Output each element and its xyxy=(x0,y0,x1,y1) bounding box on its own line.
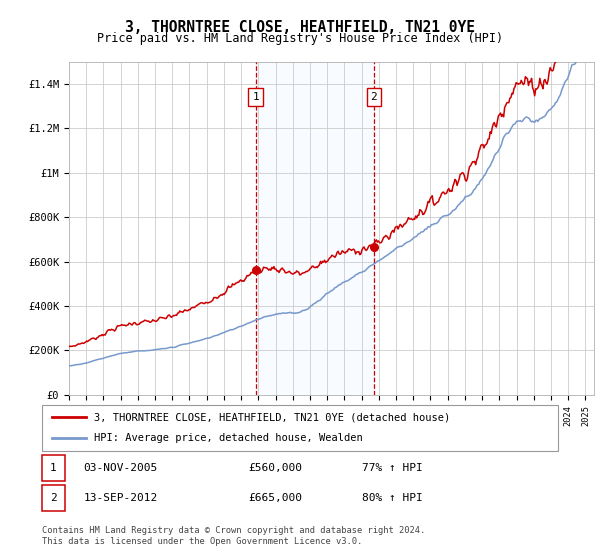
Text: 1: 1 xyxy=(50,463,57,473)
Bar xyxy=(42,486,65,511)
Text: 2: 2 xyxy=(370,92,377,102)
Text: £665,000: £665,000 xyxy=(248,493,302,503)
Text: Contains HM Land Registry data © Crown copyright and database right 2024.
This d: Contains HM Land Registry data © Crown c… xyxy=(42,526,425,546)
Text: HPI: Average price, detached house, Wealden: HPI: Average price, detached house, Weal… xyxy=(94,433,362,444)
Text: 2: 2 xyxy=(50,493,57,503)
Text: £560,000: £560,000 xyxy=(248,463,302,473)
Bar xyxy=(256,62,374,395)
Text: Price paid vs. HM Land Registry's House Price Index (HPI): Price paid vs. HM Land Registry's House … xyxy=(97,32,503,45)
Text: 03-NOV-2005: 03-NOV-2005 xyxy=(83,463,158,473)
Text: 77% ↑ HPI: 77% ↑ HPI xyxy=(362,463,422,473)
Text: 3, THORNTREE CLOSE, HEATHFIELD, TN21 0YE (detached house): 3, THORNTREE CLOSE, HEATHFIELD, TN21 0YE… xyxy=(94,412,450,422)
Bar xyxy=(42,455,65,480)
Text: 13-SEP-2012: 13-SEP-2012 xyxy=(83,493,158,503)
Text: 1: 1 xyxy=(252,92,259,102)
Text: 80% ↑ HPI: 80% ↑ HPI xyxy=(362,493,422,503)
Text: 3, THORNTREE CLOSE, HEATHFIELD, TN21 0YE: 3, THORNTREE CLOSE, HEATHFIELD, TN21 0YE xyxy=(125,20,475,35)
